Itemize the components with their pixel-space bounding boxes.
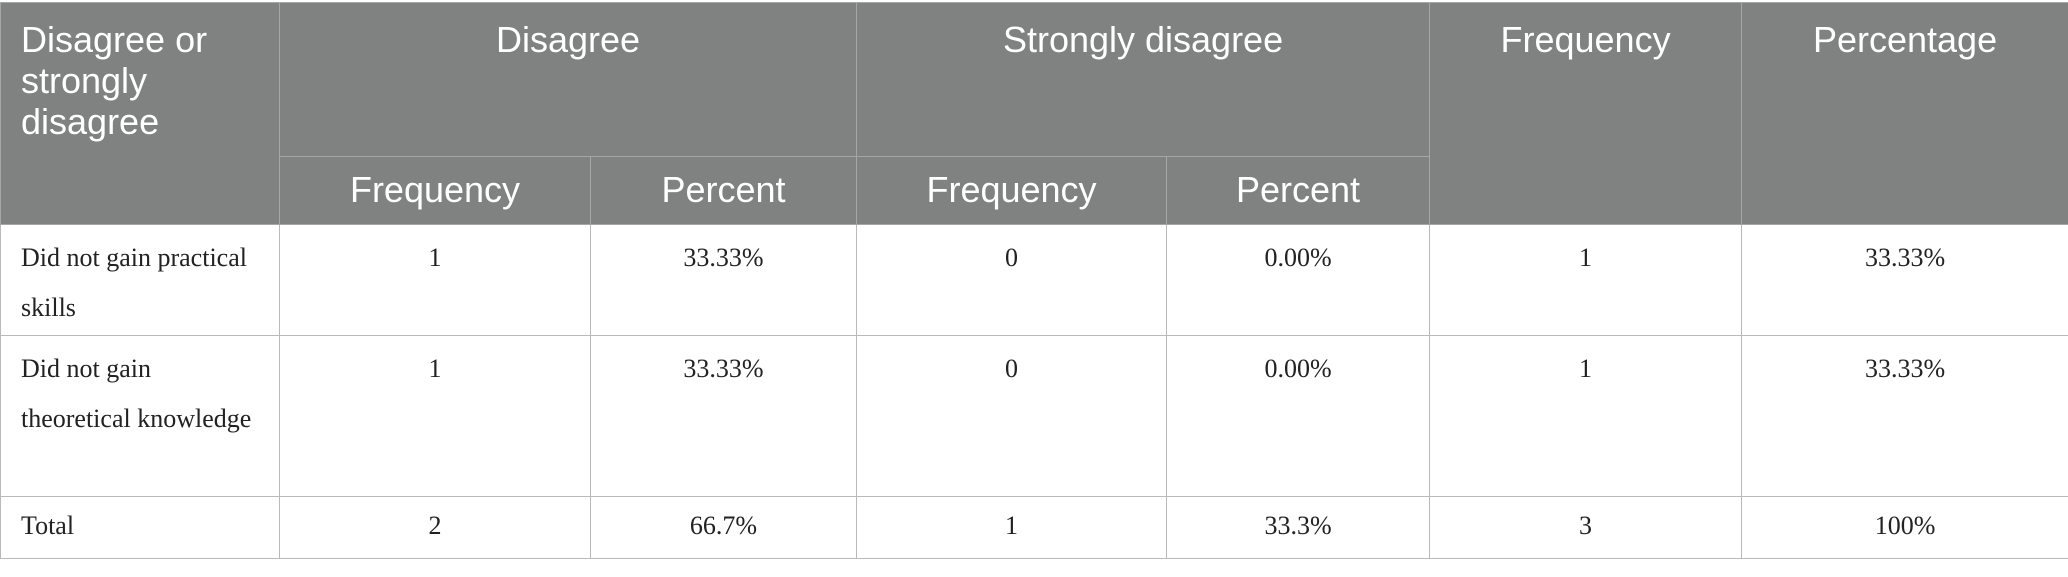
cell-frequency: 3: [1429, 496, 1743, 559]
header-row-1: Disagree or strongly disagree Disagree S…: [0, 2, 2068, 225]
cell-disagree-frequency: 1: [279, 335, 591, 497]
cell-disagree-percent: 33.33%: [589, 335, 858, 497]
row-label: Did not gain practical skills: [0, 224, 280, 336]
cell-strongly-percent: 33.3%: [1166, 496, 1431, 559]
subheader-strongly-percent: Percent: [1166, 156, 1431, 225]
table-row: Did not gain practical skills 1 33.33% 0…: [0, 224, 2068, 336]
cell-percentage: 33.33%: [1741, 335, 2068, 497]
header-percentage: Percentage: [1741, 2, 2068, 225]
header-frequency: Frequency: [1429, 2, 1743, 225]
subheader-strongly-frequency: Frequency: [856, 156, 1168, 225]
cell-disagree-frequency: 1: [279, 224, 591, 336]
cell-strongly-frequency: 1: [856, 496, 1168, 559]
cell-frequency: 1: [1429, 335, 1743, 497]
cell-disagree-percent: 66.7%: [589, 496, 858, 559]
cell-strongly-percent: 0.00%: [1166, 335, 1431, 497]
cell-strongly-percent: 0.00%: [1166, 224, 1431, 336]
header-strongly-disagree: Strongly disagree: [856, 2, 1431, 157]
results-table: Disagree or strongly disagree Disagree S…: [0, 2, 2068, 559]
table-row-total: Total 2 66.7% 1 33.3% 3 100%: [0, 496, 2068, 559]
row-label: Total: [0, 496, 280, 559]
subheader-disagree-frequency: Frequency: [279, 156, 591, 225]
table-body: Did not gain practical skills 1 33.33% 0…: [0, 224, 2068, 559]
cell-percentage: 33.33%: [1741, 224, 2068, 336]
table-header: Disagree or strongly disagree Disagree S…: [0, 2, 2068, 225]
cell-disagree-percent: 33.33%: [589, 224, 858, 336]
cell-disagree-frequency: 2: [279, 496, 591, 559]
subheader-disagree-percent: Percent: [589, 156, 858, 225]
header-corner: Disagree or strongly disagree: [0, 2, 280, 225]
cell-strongly-frequency: 0: [856, 224, 1168, 336]
cell-frequency: 1: [1429, 224, 1743, 336]
table-row: Did not gain theoretical knowledge 1 33.…: [0, 335, 2068, 497]
row-label: Did not gain theoretical knowledge: [0, 335, 280, 497]
cell-strongly-frequency: 0: [856, 335, 1168, 497]
cell-percentage: 100%: [1741, 496, 2068, 559]
header-disagree: Disagree: [278, 2, 858, 157]
header-row-2: Frequency Percent Frequency Percent: [1, 156, 2068, 225]
